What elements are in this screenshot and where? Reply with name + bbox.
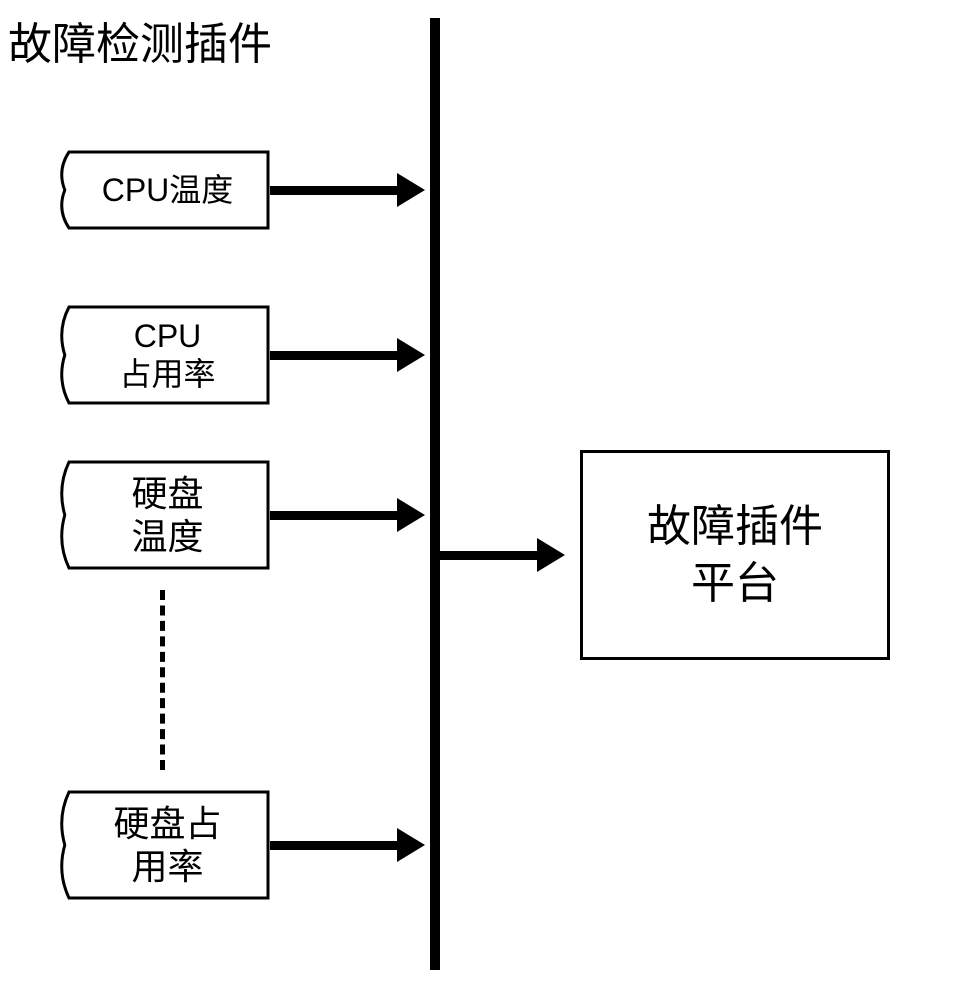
- arrow-shaft: [440, 551, 539, 560]
- arrow: [270, 828, 425, 862]
- arrow-head-icon: [397, 338, 425, 372]
- arrow-shaft: [270, 841, 399, 850]
- plugin-label: CPU占用率: [55, 305, 270, 405]
- plugin-node: 硬盘温度: [55, 460, 270, 570]
- arrow: [440, 538, 565, 572]
- arrow: [270, 338, 425, 372]
- arrow: [270, 498, 425, 532]
- plugin-label: 硬盘占用率: [55, 790, 270, 900]
- arrow-shaft: [270, 351, 399, 360]
- diagram-title: 故障检测插件: [8, 8, 272, 72]
- arrow-head-icon: [397, 173, 425, 207]
- plugin-node: CPU温度: [55, 150, 270, 230]
- plugin-label: 硬盘温度: [55, 460, 270, 570]
- arrow-head-icon: [397, 498, 425, 532]
- plugin-label: CPU温度: [55, 150, 270, 230]
- dashed-ellipsis-line: [160, 590, 165, 770]
- arrow: [270, 173, 425, 207]
- arrow-shaft: [270, 186, 399, 195]
- diagram-root: 故障检测插件 CPU温度 CPU占用率 硬盘温度 硬盘占用率 故障插件平台: [0, 0, 955, 1000]
- plugin-node: CPU占用率: [55, 305, 270, 405]
- fault-plugin-platform-box: 故障插件平台: [580, 450, 890, 660]
- arrow-shaft: [270, 511, 399, 520]
- arrow-head-icon: [397, 828, 425, 862]
- platform-label: 故障插件平台: [647, 498, 823, 612]
- vertical-bus-line: [430, 18, 440, 970]
- arrow-head-icon: [537, 538, 565, 572]
- plugin-node: 硬盘占用率: [55, 790, 270, 900]
